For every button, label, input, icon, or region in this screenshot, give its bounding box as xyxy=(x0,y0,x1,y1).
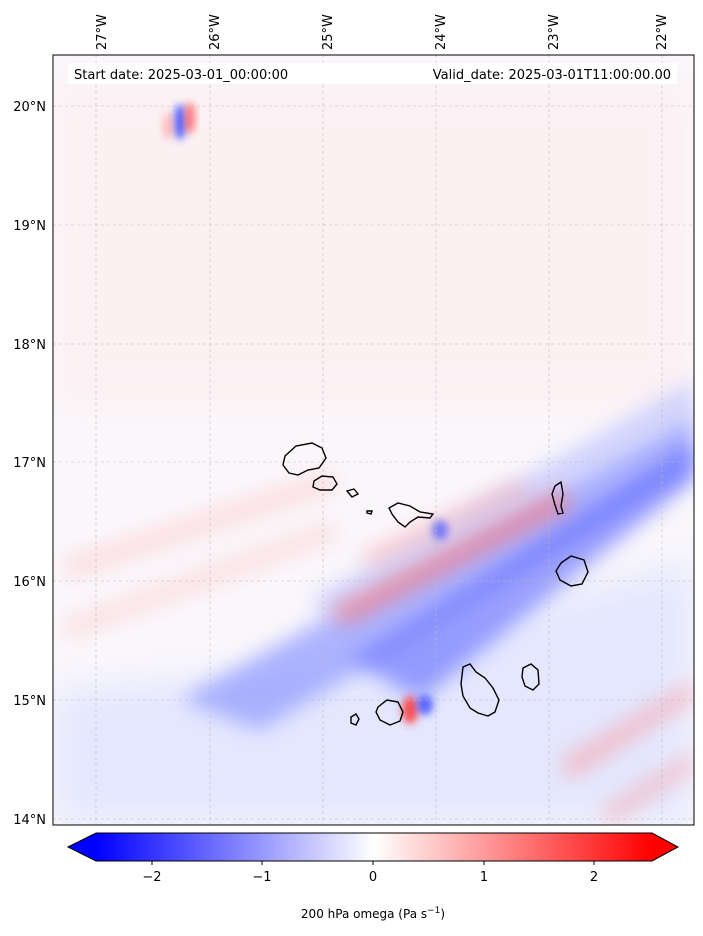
island-santa-luzia xyxy=(345,488,360,498)
start-date-label: Start date: 2025-03-01_00:00:00 xyxy=(74,68,288,83)
lat-tick-label: 15°N xyxy=(13,694,46,709)
island-santiago xyxy=(460,663,500,717)
coastlines xyxy=(282,442,589,726)
colorbar-tick-label: −1 xyxy=(252,870,271,885)
lon-tick-label: 22°W xyxy=(655,14,670,50)
colorbar-outline xyxy=(66,832,680,862)
lat-tick-label: 19°N xyxy=(13,219,46,234)
lat-tick-label: 16°N xyxy=(13,575,46,590)
omega-field xyxy=(53,55,694,825)
colorbar-tick-label: 1 xyxy=(480,870,488,885)
info-box xyxy=(68,63,677,84)
lat-tick-label: 20°N xyxy=(13,100,46,115)
island-maio xyxy=(521,663,540,691)
colorbar-tick-label: 0 xyxy=(369,870,377,885)
island-sao-nicolau xyxy=(388,502,435,528)
lat-tick-label: 17°N xyxy=(13,456,46,471)
colorbar-extend-high xyxy=(652,833,678,861)
colorbar-tick-label: −2 xyxy=(142,870,161,885)
colorbar: −2 −1 0 1 2 200 hPa omega (Pa s−1) xyxy=(66,832,680,921)
colorbar-title: 200 hPa omega (Pa s−1) xyxy=(301,906,445,921)
island-brava xyxy=(350,713,360,726)
island-sal xyxy=(551,480,564,515)
lon-tick-label: 27°W xyxy=(95,14,110,50)
gridlines xyxy=(53,55,694,825)
island-sao-vicente xyxy=(312,475,338,491)
colorbar-extend-low xyxy=(68,833,96,861)
longitude-labels: 27°W 26°W 25°W 24°W 23°W 22°W xyxy=(95,14,670,50)
colorbar-body xyxy=(96,833,652,861)
island-boa-vista xyxy=(555,555,589,587)
lon-tick-label: 24°W xyxy=(434,14,449,50)
island-fogo xyxy=(375,699,404,726)
lon-tick-label: 25°W xyxy=(321,14,336,50)
lon-tick-label: 23°W xyxy=(547,14,562,50)
island-branco xyxy=(366,510,373,515)
island-santo-antao xyxy=(282,442,327,476)
colorbar-tick-label: 2 xyxy=(590,870,598,885)
latitude-labels: 20°N 19°N 18°N 17°N 16°N 15°N 14°N xyxy=(13,100,46,828)
lat-tick-label: 14°N xyxy=(13,813,46,828)
plot-frame xyxy=(52,54,695,826)
lat-tick-label: 18°N xyxy=(13,338,46,353)
valid-date-label: Valid_date: 2025-03-01T11:00:00.00 xyxy=(433,68,671,83)
lon-tick-label: 26°W xyxy=(208,14,223,50)
